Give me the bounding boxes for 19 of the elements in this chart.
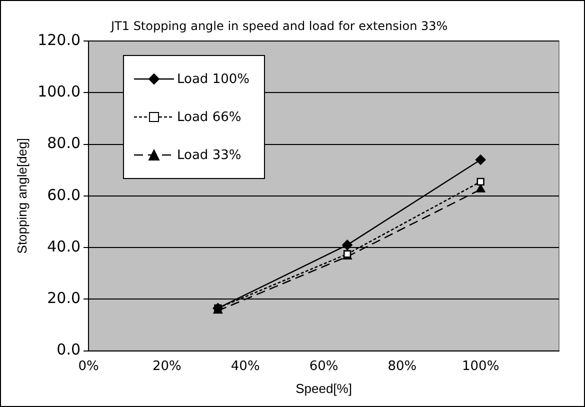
legend-label: Load 66% (177, 110, 242, 124)
x-axis-title: Speed[%] (296, 380, 352, 396)
y-tick-label: 120.0 (38, 30, 81, 49)
y-tick-label: 80.0 (47, 134, 81, 152)
x-tick-label: 20% (152, 358, 182, 374)
x-tick-label: 60% (309, 358, 338, 374)
y-tick-label: 0.0 (56, 340, 81, 359)
legend-label: Load 33% (177, 148, 242, 162)
y-tick-label: 40.0 (47, 237, 81, 256)
y-tick-label: 20.0 (47, 289, 81, 308)
x-tick-label: 40% (230, 358, 260, 374)
y-axis-title: Stopping angle[deg] (14, 138, 30, 254)
x-tick-label: 0% (78, 358, 99, 374)
chart-title: JT1 Stopping angle in speed and load for extension 33% (111, 19, 448, 33)
legend-label: Load 100% (177, 72, 250, 86)
x-tick-label: 100% (462, 358, 500, 374)
y-tick-label: 60.0 (47, 186, 81, 204)
x-tick-label: 80% (388, 358, 417, 374)
y-tick-label: 100.0 (38, 82, 81, 101)
